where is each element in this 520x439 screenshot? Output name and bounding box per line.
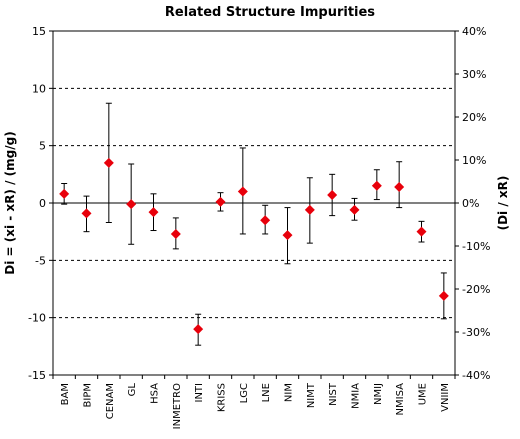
category-label: LNE xyxy=(261,383,272,402)
y-tick-label-right: 40% xyxy=(462,25,486,38)
data-point xyxy=(126,199,137,210)
category-label: NIMT xyxy=(306,382,317,408)
data-point xyxy=(260,215,271,226)
y-tick-label-right: 10% xyxy=(462,154,486,167)
y-tick-label-right: -40% xyxy=(462,369,490,382)
y-tick-label-right: -10% xyxy=(462,240,490,253)
category-label: NIM xyxy=(284,383,295,402)
data-point xyxy=(148,207,159,218)
category-label: INMETRO xyxy=(172,383,183,429)
category-label: NIST xyxy=(328,382,339,406)
data-point xyxy=(304,204,315,215)
data-point xyxy=(170,228,181,239)
data-point xyxy=(394,181,405,192)
chart-title: Related Structure Impurities xyxy=(165,5,375,20)
data-point xyxy=(438,290,449,301)
data-point xyxy=(282,230,293,241)
data-series xyxy=(59,102,449,346)
data-point xyxy=(327,189,338,200)
data-point xyxy=(237,186,248,197)
category-label: NMIA xyxy=(351,383,362,409)
y-tick-label-left: 5 xyxy=(39,140,46,153)
category-label: UME xyxy=(418,383,429,405)
category-label: CENAM xyxy=(105,383,116,419)
category-label: NMIJ xyxy=(373,383,384,405)
category-label: LGC xyxy=(239,383,250,403)
y-axis-label-left: Di = (xi - xR) / (mg/g) xyxy=(3,131,17,274)
data-point xyxy=(193,324,204,335)
y-tick-label-left: 0 xyxy=(39,197,46,210)
y-tick-label-left: 10 xyxy=(32,82,46,95)
y-tick-label-right: 20% xyxy=(462,111,486,124)
category-label: VNIIM xyxy=(440,383,451,412)
y-tick-label-left: -10 xyxy=(28,312,46,325)
category-label: NMISA xyxy=(395,383,406,416)
y-tick-label-right: 0% xyxy=(462,197,479,210)
y-tick-label-right: -30% xyxy=(462,326,490,339)
y-tick-label-left: -5 xyxy=(35,254,46,267)
y-tick-label-right: 30% xyxy=(462,68,486,81)
category-label: BAM xyxy=(60,383,71,405)
category-label: INTI xyxy=(194,383,205,403)
y-tick-label-left: 15 xyxy=(32,25,46,38)
data-point xyxy=(416,226,427,237)
data-point xyxy=(371,180,382,191)
data-point xyxy=(215,196,226,207)
data-point xyxy=(59,188,70,199)
category-label: GL xyxy=(127,383,138,397)
data-point xyxy=(81,208,92,219)
category-label: BIPM xyxy=(83,383,94,407)
category-label: KRISS xyxy=(217,383,228,412)
y-tick-label-left: -15 xyxy=(28,369,46,382)
y-axis-label-right: (Di / xR) xyxy=(496,176,510,231)
axes: 15 10 5 0 -5 -10 -15 40% 30% 20% 10% 0% -10% -20% -30%… xyxy=(28,25,490,429)
y-tick-label-right: -20% xyxy=(462,283,490,296)
data-point xyxy=(349,204,360,215)
data-point xyxy=(103,157,114,168)
gridlines xyxy=(53,87,455,319)
category-label: HSA xyxy=(150,383,161,404)
